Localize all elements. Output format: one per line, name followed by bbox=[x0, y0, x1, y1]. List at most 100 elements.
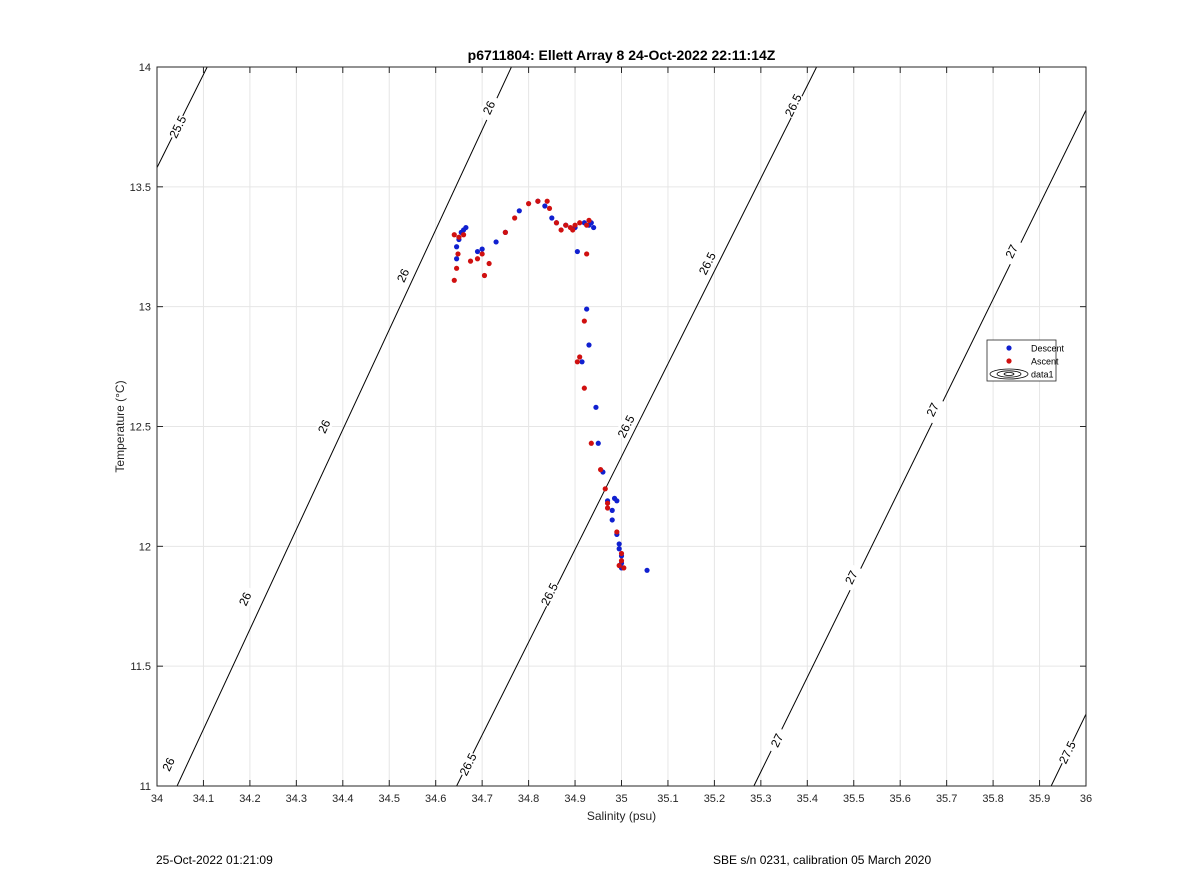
data-point bbox=[588, 440, 594, 446]
data-point bbox=[479, 251, 485, 257]
contour-label: 27 bbox=[1002, 242, 1021, 260]
contour-label-bg bbox=[839, 563, 864, 592]
data-point bbox=[451, 232, 457, 238]
data-point bbox=[579, 359, 585, 365]
data-point bbox=[558, 227, 564, 233]
x-tick-label: 34.8 bbox=[518, 793, 539, 805]
contour-label-bg bbox=[695, 249, 720, 278]
data-point bbox=[542, 203, 548, 209]
data-point bbox=[577, 354, 583, 360]
data-point bbox=[549, 215, 555, 221]
legend-label: data1 bbox=[1031, 370, 1054, 380]
data-point bbox=[451, 277, 457, 283]
x-tick-label: 35.6 bbox=[889, 793, 910, 805]
data-point bbox=[593, 404, 599, 410]
data-point bbox=[502, 229, 508, 235]
data-point bbox=[516, 208, 522, 214]
contour-line bbox=[176, 67, 512, 786]
data-point bbox=[581, 385, 587, 391]
x-tick-label: 34.5 bbox=[379, 793, 400, 805]
data-point bbox=[526, 201, 532, 207]
contour-label-bg bbox=[456, 750, 480, 779]
legend-marker-contour bbox=[1003, 372, 1015, 376]
x-tick-label: 35.9 bbox=[1029, 793, 1050, 805]
data-point bbox=[597, 467, 604, 473]
x-tick-label: 35.8 bbox=[982, 793, 1003, 805]
contour-label-bg bbox=[765, 726, 789, 755]
data-point bbox=[474, 248, 481, 255]
legend-marker-contour bbox=[989, 368, 1029, 380]
x-tick-label: 35.2 bbox=[704, 793, 725, 805]
contour-label-bg bbox=[166, 113, 190, 141]
contour-label-bg bbox=[1055, 738, 1079, 767]
data-point bbox=[577, 220, 583, 226]
y-tick-label: 12 bbox=[139, 541, 151, 553]
contour-label-bg bbox=[233, 585, 257, 613]
x-tick-label: 35 bbox=[615, 793, 627, 805]
data-point bbox=[586, 342, 592, 348]
data-point bbox=[481, 272, 488, 279]
data-point bbox=[493, 239, 499, 245]
footer-timestamp: 25-Oct-2022 01:21:09 bbox=[156, 853, 273, 867]
data-point bbox=[614, 529, 620, 535]
contour-label-bg bbox=[157, 750, 181, 779]
legend: Descent Ascent data1 bbox=[986, 339, 1065, 382]
x-tick-label: 34.2 bbox=[239, 793, 260, 805]
data-point bbox=[604, 505, 611, 511]
contour-line bbox=[456, 67, 818, 786]
contour-label-bg bbox=[781, 91, 805, 120]
contour-label-bg bbox=[921, 395, 945, 424]
contour-label-bg bbox=[614, 412, 638, 441]
data-point bbox=[621, 565, 627, 571]
data-point bbox=[616, 541, 622, 547]
x-tick-label: 34.9 bbox=[564, 793, 585, 805]
data-point bbox=[604, 500, 611, 506]
contour-label: 27 bbox=[842, 568, 861, 586]
contour-label-bg bbox=[537, 580, 562, 609]
legend-marker bbox=[1006, 345, 1012, 351]
y-tick-label: 13.5 bbox=[130, 182, 151, 194]
contour-label-bg bbox=[391, 261, 415, 290]
axes-box bbox=[156, 66, 1087, 787]
data-point bbox=[467, 258, 474, 264]
x-tick-label: 34.4 bbox=[332, 793, 353, 805]
contour-label: 26 bbox=[315, 417, 333, 435]
data-point bbox=[570, 227, 576, 233]
contour-label: 26 bbox=[159, 755, 177, 773]
data-point bbox=[574, 248, 580, 255]
y-tick-label: 12.5 bbox=[130, 422, 151, 434]
y-tick-label: 11 bbox=[140, 781, 151, 793]
contour-label-bg bbox=[1000, 237, 1024, 266]
x-tick-label: 35.5 bbox=[843, 793, 864, 805]
contour-label: 27 bbox=[923, 400, 942, 418]
legend-box bbox=[986, 339, 1057, 382]
x-tick-label: 34.6 bbox=[425, 793, 446, 805]
data-point bbox=[618, 550, 625, 557]
data-point bbox=[611, 495, 618, 501]
x-tick-label: 36 bbox=[1080, 793, 1092, 805]
data-point bbox=[609, 507, 615, 513]
data-point bbox=[474, 256, 481, 262]
contour-label: 26 bbox=[480, 98, 498, 116]
data-point bbox=[591, 224, 597, 231]
legend-label: Descent bbox=[1031, 344, 1065, 354]
data-point bbox=[460, 232, 467, 238]
footer-calibration: SBE s/n 0231, calibration 05 March 2020 bbox=[713, 853, 932, 867]
x-tick-label: 35.7 bbox=[936, 793, 957, 805]
data-point bbox=[553, 220, 560, 226]
legend-marker-contour bbox=[996, 370, 1022, 378]
data-point bbox=[544, 198, 550, 204]
data-point bbox=[586, 217, 592, 223]
contour-line bbox=[753, 109, 1086, 786]
chart-title: p6711804: Ellett Array 8 24-Oct-2022 22:… bbox=[468, 47, 776, 63]
x-tick-label: 34.1 bbox=[193, 793, 214, 805]
data-point bbox=[455, 251, 461, 257]
data-point bbox=[486, 260, 492, 267]
data-point bbox=[454, 256, 460, 262]
data-point bbox=[454, 265, 460, 271]
contour-label-bg bbox=[477, 93, 501, 122]
x-tick-label: 34 bbox=[151, 793, 163, 805]
contour-label: 27 bbox=[768, 731, 787, 749]
data-point bbox=[584, 306, 590, 312]
